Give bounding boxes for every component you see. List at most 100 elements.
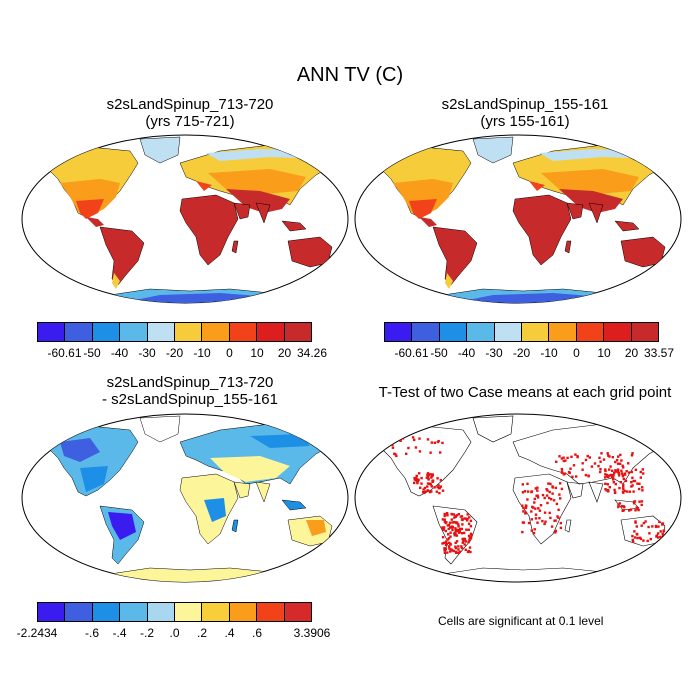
significant-cell — [627, 471, 631, 474]
panel-title-line1: T-Test of two Case means at each grid po… — [378, 384, 672, 401]
significant-cell — [611, 456, 614, 459]
significant-cell — [454, 546, 458, 550]
significant-cell — [441, 536, 445, 539]
significant-cell — [449, 526, 452, 529]
significant-cell — [658, 520, 661, 524]
colorbar-swatch — [257, 603, 285, 621]
significant-cell — [604, 469, 607, 473]
panel-title-line2: (yrs 715-721) — [145, 113, 235, 130]
colorbar-swatch — [65, 323, 93, 341]
significant-cell — [426, 472, 430, 475]
significant-cell — [399, 439, 402, 442]
significant-cell — [548, 490, 551, 494]
significant-cell — [470, 534, 473, 537]
significant-cell — [631, 452, 634, 455]
colorbar-tick-label: -50 — [430, 346, 448, 360]
significant-cell — [464, 548, 467, 551]
colorbar-tick-label: .2 — [196, 626, 208, 640]
significant-cell — [446, 551, 449, 554]
significant-cell — [605, 489, 608, 492]
significant-cell — [584, 458, 588, 462]
colorbar-swatch — [175, 323, 203, 341]
significant-cell — [418, 437, 421, 440]
significant-cell — [593, 462, 597, 465]
significant-cell — [430, 485, 433, 488]
significant-cell — [562, 456, 565, 459]
significant-cell — [460, 532, 464, 535]
significant-cell — [536, 489, 539, 492]
significant-cell — [460, 527, 463, 531]
significant-cell — [461, 518, 464, 522]
significant-cell — [429, 473, 432, 476]
significant-cell — [616, 468, 620, 471]
significant-cell — [614, 460, 617, 464]
colorbar-swatch — [120, 323, 148, 341]
significant-cell — [604, 476, 607, 479]
significant-cell — [621, 464, 624, 467]
significant-cell — [634, 521, 637, 524]
significant-cell — [533, 501, 536, 504]
significant-cell — [457, 525, 460, 528]
significant-cell — [557, 508, 560, 511]
significant-cell — [548, 511, 551, 515]
significant-cell — [524, 504, 528, 507]
significant-cell — [469, 532, 473, 535]
significant-cell — [427, 473, 431, 477]
significant-cell — [469, 525, 473, 528]
significant-cell — [551, 492, 554, 495]
significant-cell — [604, 468, 607, 471]
significant-cell — [558, 493, 561, 496]
significant-cell — [526, 482, 529, 485]
colorbar-swatch — [385, 323, 413, 341]
map-top-right — [354, 134, 682, 304]
significant-cell — [449, 535, 452, 538]
significant-cell — [453, 520, 456, 524]
significant-cell — [433, 486, 436, 489]
significant-cell — [631, 538, 634, 542]
significant-cell — [524, 512, 527, 515]
significant-cell — [566, 456, 569, 460]
significant-cell — [620, 472, 624, 475]
significant-cell — [559, 497, 562, 500]
significant-cell — [443, 518, 446, 521]
significant-cell — [438, 491, 441, 495]
colorbar-tick-label: -10 — [540, 346, 558, 360]
significant-cell — [532, 531, 536, 535]
significant-cell — [641, 486, 644, 489]
significant-cell — [570, 455, 573, 458]
significant-cell — [533, 528, 536, 531]
significant-cell — [597, 464, 600, 468]
significant-cell — [441, 441, 444, 445]
significant-cell — [448, 521, 452, 524]
significant-cell — [446, 524, 449, 527]
significant-cell — [546, 501, 549, 505]
significant-cell — [522, 506, 525, 510]
significant-cell — [571, 475, 574, 478]
significant-cell — [543, 522, 546, 526]
significant-cell — [614, 482, 617, 486]
map-bottom-left — [21, 413, 349, 583]
significant-cell — [617, 455, 620, 458]
significant-cell — [548, 496, 551, 500]
significant-cell — [449, 550, 452, 553]
colorbar-tick-label: .0 — [169, 626, 180, 640]
significant-cell — [535, 494, 538, 497]
colorbar-swatch — [284, 323, 312, 341]
significant-cell — [546, 489, 549, 492]
significant-cell — [453, 532, 456, 535]
significant-cell — [619, 453, 622, 457]
significant-cell — [418, 450, 422, 453]
significant-cell — [622, 477, 625, 481]
significant-cell — [638, 500, 641, 503]
significant-cell — [612, 473, 615, 477]
panel-title-line1: s2sLandSpinup_713-720 — [106, 374, 274, 391]
significant-cell — [543, 496, 546, 500]
significant-cell — [655, 534, 659, 537]
significant-cell — [554, 531, 557, 534]
significant-cell — [451, 521, 454, 524]
significant-cell — [462, 539, 465, 543]
panel-title-top-left: s2sLandSpinup_713-720 (yrs 715-721) — [30, 96, 350, 130]
significant-cell — [550, 498, 553, 501]
significant-cell — [423, 486, 427, 490]
significant-cell — [464, 540, 468, 543]
